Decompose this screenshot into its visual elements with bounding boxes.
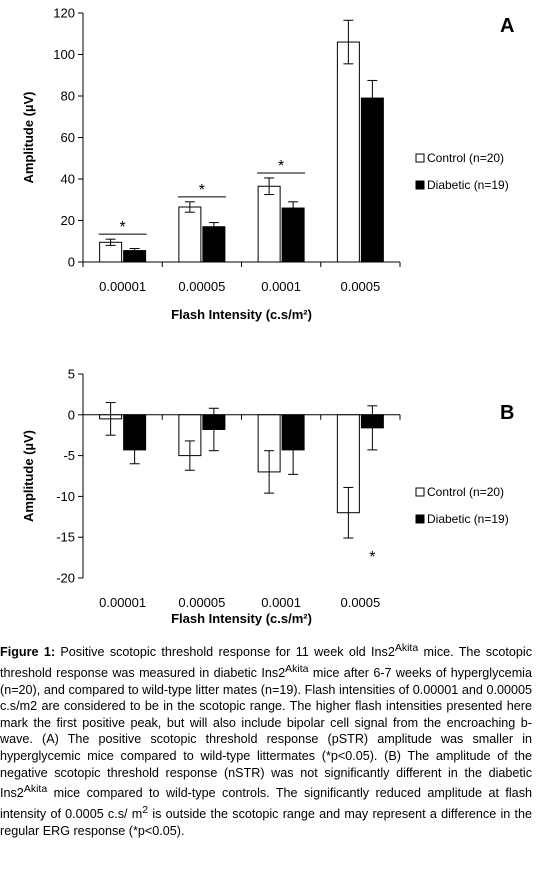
legend-swatch-control xyxy=(415,153,425,163)
y-tick-label: -15 xyxy=(56,530,75,545)
x-tick-label: 0.0001 xyxy=(261,279,301,294)
chart-b: -20 -15 -10 -5 0 5 0.00001 0.00005 0.0001 0.0005 *… xyxy=(21,367,514,627)
y-tick-label: -10 xyxy=(56,489,75,504)
caption-sup-4: 2 xyxy=(142,803,149,816)
x-tick-label: 0.00005 xyxy=(178,279,225,294)
significance-marker: * xyxy=(120,219,126,236)
y-tick-label: 100 xyxy=(53,47,75,62)
y-tick-label: 0 xyxy=(68,407,75,422)
bar-diabetic xyxy=(202,226,226,263)
y-tick-label: 0 xyxy=(68,255,75,270)
x-tick-label: 0.0005 xyxy=(340,279,380,294)
x-axis-label: Flash Intensity (c.s/m²) xyxy=(171,307,312,322)
caption-sup-3: Akita xyxy=(23,783,48,796)
y-tick-label: 5 xyxy=(68,367,75,382)
bar-diabetic xyxy=(360,97,384,263)
y-axis-label: Amplitude (µV) xyxy=(21,430,36,522)
significance-marker: * xyxy=(199,182,205,199)
chart-a: 0 20 40 60 80 100 120 0.00001 * 0.00005 * 0.0001 * 0.… xyxy=(21,6,514,323)
bar-control xyxy=(178,206,202,263)
legend-swatch-diabetic xyxy=(415,514,425,524)
significance-marker: * xyxy=(278,158,284,175)
panel-label: A xyxy=(500,15,514,37)
x-tick-label: 0.00001 xyxy=(99,595,146,610)
x-tick-label: 0.0005 xyxy=(340,595,380,610)
legend-swatch-diabetic xyxy=(415,180,425,190)
y-tick-label: 60 xyxy=(61,130,75,145)
caption-sup-1: Akita xyxy=(394,642,419,654)
y-axis-label: Amplitude (µV) xyxy=(21,92,36,184)
bar-control xyxy=(257,185,281,263)
caption-label: Figure 1: xyxy=(0,645,56,660)
x-tick-label: 0.0001 xyxy=(261,595,301,610)
x-tick-label: 0.00001 xyxy=(99,279,146,294)
bar-control xyxy=(336,41,360,263)
bar-diabetic xyxy=(281,207,305,263)
x-axis-label: Flash Intensity (c.s/m²) xyxy=(171,611,312,626)
significance-marker: * xyxy=(369,549,375,566)
caption-sup-2: Akita xyxy=(285,662,309,675)
y-tick-label: 80 xyxy=(61,89,75,104)
y-tick-label: 20 xyxy=(61,213,75,228)
y-tick-label: -5 xyxy=(63,448,75,463)
y-tick-label: 40 xyxy=(61,172,75,187)
legend-label-diabetic: Diabetic (n=19) xyxy=(427,512,509,526)
legend-swatch-control xyxy=(415,487,425,497)
caption-text-2: mice. The scotopic threshold response wa… xyxy=(0,645,532,680)
legend-label-control: Control (n=20) xyxy=(427,151,504,165)
figure-caption: Figure 1: Positive scotopic threshold re… xyxy=(0,640,532,839)
caption-text-1: Positive scotopic threshold response for… xyxy=(55,645,395,660)
x-tick-label: 0.00005 xyxy=(178,595,225,610)
caption-text-3: mice after 6-7 weeks of hyperglycemia (n… xyxy=(0,665,532,801)
caption-text-4: mice compared to wild-type controls. The… xyxy=(0,786,532,822)
y-tick-label: 120 xyxy=(53,6,75,21)
y-tick-label: -20 xyxy=(56,571,75,586)
legend-label-diabetic: Diabetic (n=19) xyxy=(427,178,509,192)
legend-label-control: Control (n=20) xyxy=(427,485,504,499)
caption-text-5: is outside the scotopic range and may re… xyxy=(0,807,532,838)
panel-label: B xyxy=(500,402,514,424)
